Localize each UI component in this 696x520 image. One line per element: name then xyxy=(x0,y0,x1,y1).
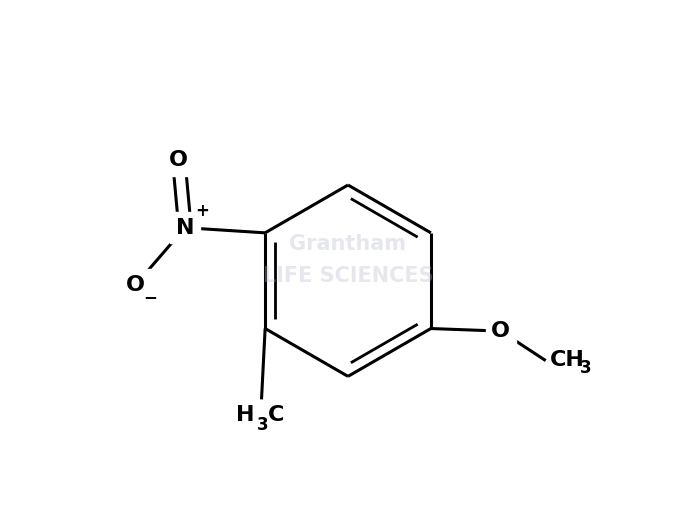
Text: −: − xyxy=(143,289,157,306)
Text: CH: CH xyxy=(550,349,585,370)
Text: 3: 3 xyxy=(580,359,592,377)
Text: H: H xyxy=(236,405,255,425)
Text: 3: 3 xyxy=(257,416,269,434)
Text: C: C xyxy=(268,405,284,425)
Text: +: + xyxy=(195,202,209,220)
Text: N: N xyxy=(175,218,194,238)
Text: O: O xyxy=(169,150,188,171)
Text: Grantham
LIFE SCIENCES: Grantham LIFE SCIENCES xyxy=(262,233,434,287)
Text: O: O xyxy=(127,275,145,294)
Text: O: O xyxy=(491,321,510,341)
